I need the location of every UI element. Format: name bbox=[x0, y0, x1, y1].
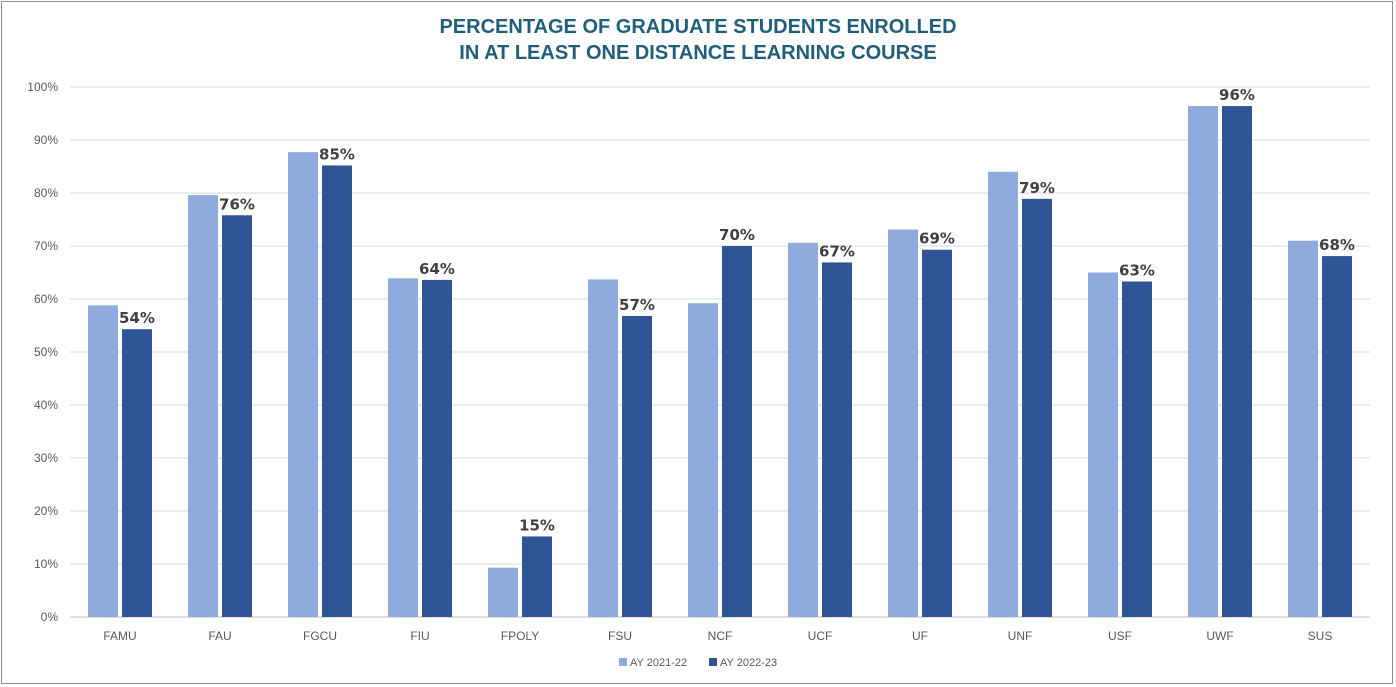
x-tick-label: UCF bbox=[808, 629, 833, 643]
bar-ay-2021-22 bbox=[188, 195, 218, 617]
y-tick-label: 80% bbox=[34, 186, 58, 200]
x-tick-label: USF bbox=[1108, 629, 1132, 643]
x-axis-tick-labels: FAMU FAU FGCU FIU FPOLY FSU NCF UCF UF UNF USF UWF S… bbox=[103, 629, 1332, 643]
x-tick-label: UWF bbox=[1206, 629, 1233, 643]
legend-label: AY 2021-22 bbox=[630, 657, 687, 669]
chart-title-line-2: IN AT LEAST ONE DISTANCE LEARNING COURSE bbox=[459, 42, 936, 64]
y-tick-label: 60% bbox=[34, 292, 58, 306]
bar-ay-2022-23 bbox=[622, 316, 652, 617]
bar-ay-2021-22 bbox=[1288, 241, 1318, 617]
y-tick-label: 0% bbox=[41, 610, 59, 624]
x-tick-label: FSU bbox=[608, 629, 632, 643]
bar-ay-2022-23 bbox=[1022, 199, 1052, 617]
bar-ay-2021-22 bbox=[1088, 273, 1118, 618]
bar-ay-2021-22 bbox=[488, 568, 518, 617]
bar-ay-2022-23 bbox=[722, 246, 752, 617]
bar-ay-2021-22 bbox=[588, 279, 618, 617]
data-label: 69% bbox=[919, 230, 955, 248]
bar-ay-2022-23 bbox=[1222, 106, 1252, 617]
legend-swatch bbox=[619, 658, 627, 666]
bar-ay-2021-22 bbox=[788, 243, 818, 617]
y-axis-tick-labels: 0% 10% 20% 30% 40% 50% 60% 70% 80% 90% 100% bbox=[27, 80, 58, 624]
chart-title: PERCENTAGE OF GRADUATE STUDENTS ENROLLED… bbox=[439, 16, 956, 64]
data-label: 57% bbox=[619, 296, 655, 314]
data-label: 67% bbox=[819, 242, 855, 260]
y-tick-label: 50% bbox=[34, 345, 58, 359]
bar-ay-2021-22 bbox=[88, 305, 118, 617]
x-tick-label: SUS bbox=[1308, 629, 1333, 643]
x-tick-label: FIU bbox=[410, 629, 429, 643]
data-label: 76% bbox=[219, 195, 255, 213]
bar-ay-2022-23 bbox=[322, 165, 352, 617]
bar-ay-2021-22 bbox=[888, 230, 918, 617]
y-tick-label: 90% bbox=[34, 133, 58, 147]
bar-ay-2022-23 bbox=[522, 536, 552, 617]
x-tick-label: FPOLY bbox=[501, 629, 539, 643]
bar-ay-2021-22 bbox=[988, 172, 1018, 617]
data-label: 64% bbox=[419, 260, 455, 278]
bar-ay-2021-22 bbox=[1188, 106, 1218, 617]
data-label: 85% bbox=[319, 145, 355, 163]
y-tick-label: 10% bbox=[34, 557, 58, 571]
legend: AY 2021-22 AY 2022-23 bbox=[619, 657, 777, 669]
data-label: 79% bbox=[1019, 179, 1055, 197]
legend-label: AY 2022-23 bbox=[720, 657, 777, 669]
y-tick-label: 20% bbox=[34, 504, 58, 518]
bar-ay-2022-23 bbox=[1322, 256, 1352, 617]
bar-ay-2022-23 bbox=[922, 250, 952, 617]
data-label: 68% bbox=[1319, 236, 1355, 254]
y-tick-label: 100% bbox=[27, 80, 58, 94]
data-label: 63% bbox=[1119, 262, 1155, 280]
bar-ay-2022-23 bbox=[822, 262, 852, 617]
legend-swatch bbox=[709, 658, 717, 666]
y-tick-label: 40% bbox=[34, 398, 58, 412]
gridlines bbox=[70, 87, 1370, 617]
bar-ay-2021-22 bbox=[688, 303, 718, 617]
bar-ay-2022-23 bbox=[222, 215, 252, 617]
x-tick-label: FAMU bbox=[103, 629, 136, 643]
bar-ay-2021-22 bbox=[388, 278, 418, 617]
x-tick-label: UF bbox=[912, 629, 928, 643]
bar-ay-2022-23 bbox=[422, 280, 452, 617]
data-label: 70% bbox=[719, 226, 755, 244]
chart-title-line-1: PERCENTAGE OF GRADUATE STUDENTS ENROLLED bbox=[439, 16, 956, 38]
bar-ay-2021-22 bbox=[288, 152, 318, 617]
data-label: 15% bbox=[519, 516, 555, 534]
bar-ay-2022-23 bbox=[122, 329, 152, 617]
bars bbox=[88, 106, 1352, 617]
x-tick-label: NCF bbox=[708, 629, 733, 643]
x-tick-label: FAU bbox=[208, 629, 231, 643]
x-tick-label: UNF bbox=[1008, 629, 1033, 643]
bar-ay-2022-23 bbox=[1122, 282, 1152, 617]
y-tick-label: 30% bbox=[34, 451, 58, 465]
y-tick-label: 70% bbox=[34, 239, 58, 253]
x-tick-label: FGCU bbox=[303, 629, 337, 643]
data-label: 96% bbox=[1219, 86, 1255, 104]
data-label: 54% bbox=[119, 309, 155, 327]
